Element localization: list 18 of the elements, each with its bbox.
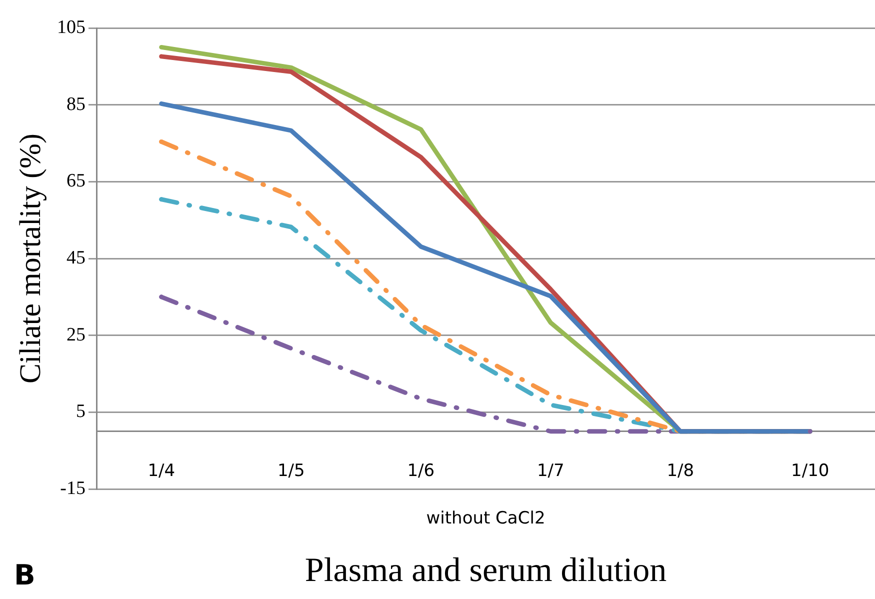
y-tick-label: 25 xyxy=(66,324,86,346)
x-tick-label: 1/7 xyxy=(536,460,564,481)
point xyxy=(159,139,164,144)
x-tick-label: 1/5 xyxy=(277,460,305,481)
x-tick-label: 1/6 xyxy=(407,460,435,481)
x-tick-label: 1/10 xyxy=(791,460,830,481)
y-tick-label: 65 xyxy=(66,170,86,192)
x-tick-label: 1/8 xyxy=(666,460,694,481)
x-tick-label: 1/4 xyxy=(148,460,176,481)
y-tick-label: 105 xyxy=(57,16,86,38)
y-tick-label: 5 xyxy=(76,401,86,422)
y-axis-title: Ciliate mortality (%) xyxy=(14,134,47,384)
x-axis-title: Plasma and serum dilution xyxy=(304,552,667,589)
y-tick-label: -15 xyxy=(60,478,86,499)
text: B xyxy=(14,558,36,592)
y-tick-label: 45 xyxy=(66,247,86,268)
text: without CaCl2 xyxy=(426,508,546,528)
y-tick-label: 85 xyxy=(66,94,86,115)
